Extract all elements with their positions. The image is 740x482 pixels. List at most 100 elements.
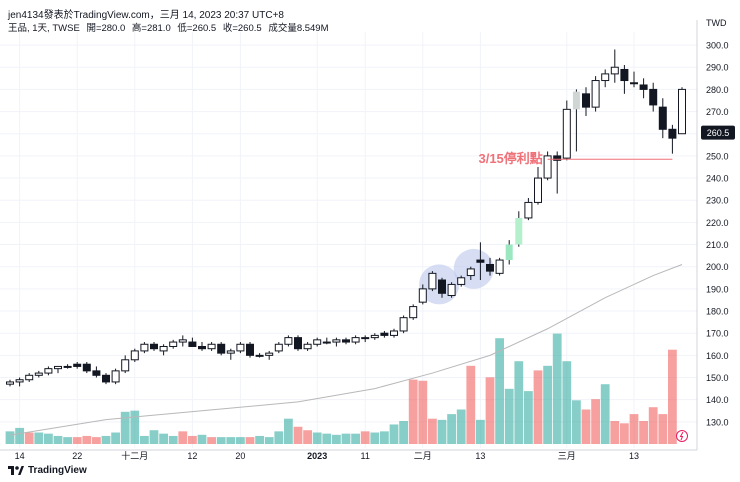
volume-bar	[159, 433, 168, 444]
volume-bar	[245, 437, 255, 444]
candle	[54, 365, 62, 374]
chart-header-title: jen4134發表於TradingView.com，三月 14, 2023 20…	[8, 10, 284, 21]
candle-body	[370, 334, 379, 339]
candle	[476, 242, 485, 280]
candle-body	[476, 259, 485, 263]
stop-profit-annotation: 3/15停利點	[478, 151, 542, 166]
candle-body	[198, 345, 206, 350]
x-tick-label: 14	[15, 451, 25, 461]
candle-body	[246, 343, 254, 356]
candle-body	[601, 73, 610, 82]
candle	[294, 335, 302, 351]
candle-body	[121, 359, 130, 372]
candle-body	[150, 343, 158, 350]
candle	[322, 337, 331, 345]
volume-bar	[668, 349, 677, 444]
volume-bar	[264, 437, 274, 444]
volume-bar	[504, 388, 514, 444]
volume-bar	[581, 409, 591, 444]
candle-body	[505, 244, 513, 261]
candle-body	[610, 66, 619, 75]
candle	[111, 368, 120, 385]
volume-bar	[476, 419, 485, 444]
y-tick-label: 230.0	[706, 196, 729, 206]
candle	[236, 342, 245, 354]
candle	[591, 76, 600, 112]
candle-body	[447, 283, 456, 297]
candle	[418, 284, 427, 305]
y-tick-label: 200.0	[706, 262, 729, 272]
candle-body	[582, 93, 590, 108]
candle-body	[390, 330, 398, 336]
candle-body	[495, 259, 504, 274]
candle-body	[188, 341, 197, 347]
y-tick-label: 240.0	[706, 174, 729, 184]
candle	[649, 82, 658, 112]
candle	[274, 342, 283, 354]
volume-bar	[466, 365, 476, 444]
close-value: 收=260.5	[222, 23, 262, 34]
candle-body	[380, 332, 389, 336]
y-tick-label: 270.0	[706, 107, 729, 117]
candle-body	[332, 339, 341, 343]
candle-body	[639, 84, 648, 90]
symbol-label: 王品, 1天, TWSE	[8, 23, 80, 34]
volume-bar	[591, 399, 600, 444]
volume-bar	[82, 435, 92, 444]
candle-body	[351, 337, 360, 343]
x-tick-label: 13	[475, 451, 485, 461]
candle	[63, 364, 72, 369]
y-tick-label: 170.0	[706, 329, 729, 339]
volume-bar	[168, 435, 178, 444]
volume-bar	[44, 433, 53, 444]
volume-bar	[389, 424, 399, 444]
volume-bar	[236, 437, 245, 444]
x-tick-label: 十二月	[121, 450, 148, 461]
candle-body	[534, 177, 542, 203]
tradingview-logo[interactable]: TradingView	[8, 465, 87, 476]
lightning-icon	[679, 431, 684, 441]
candle-body	[572, 91, 580, 110]
candle	[370, 333, 379, 340]
x-tick-label: 11	[361, 451, 370, 461]
candle-body	[562, 108, 571, 159]
volume-bar	[562, 361, 572, 444]
candle	[620, 65, 629, 94]
volume-bar	[197, 434, 207, 444]
candle-body	[236, 343, 245, 352]
y-tick-label: 140.0	[706, 395, 729, 405]
open-value: 開=280.0	[86, 23, 126, 34]
candle	[582, 87, 590, 116]
candle	[601, 69, 610, 88]
volume-bar	[399, 421, 408, 444]
volume-bar	[648, 407, 658, 444]
candle-body	[428, 272, 437, 290]
candle	[668, 124, 677, 154]
candle	[246, 342, 254, 358]
volume-bar	[149, 430, 159, 444]
volume-bar	[341, 433, 351, 444]
candle	[102, 373, 110, 385]
volume-bar	[322, 433, 332, 444]
moving-average-line	[9, 264, 683, 436]
candle	[82, 362, 91, 374]
candle-body	[313, 339, 322, 345]
volume-bar	[101, 435, 111, 444]
candle-body	[457, 277, 466, 285]
candle	[255, 353, 264, 358]
y-tick-label: 130.0	[706, 417, 729, 427]
candle	[188, 337, 197, 347]
candle-body	[658, 106, 667, 130]
candle	[92, 366, 101, 378]
volume-bar	[360, 431, 370, 444]
volume-bar	[610, 421, 620, 444]
candle	[466, 266, 475, 280]
candle-body	[111, 370, 120, 383]
candle	[217, 342, 226, 356]
y-tick-label: 290.0	[706, 63, 729, 73]
candle-body	[591, 80, 600, 108]
candle	[505, 240, 513, 265]
candle-body	[140, 343, 149, 352]
volume-bar	[178, 431, 188, 444]
